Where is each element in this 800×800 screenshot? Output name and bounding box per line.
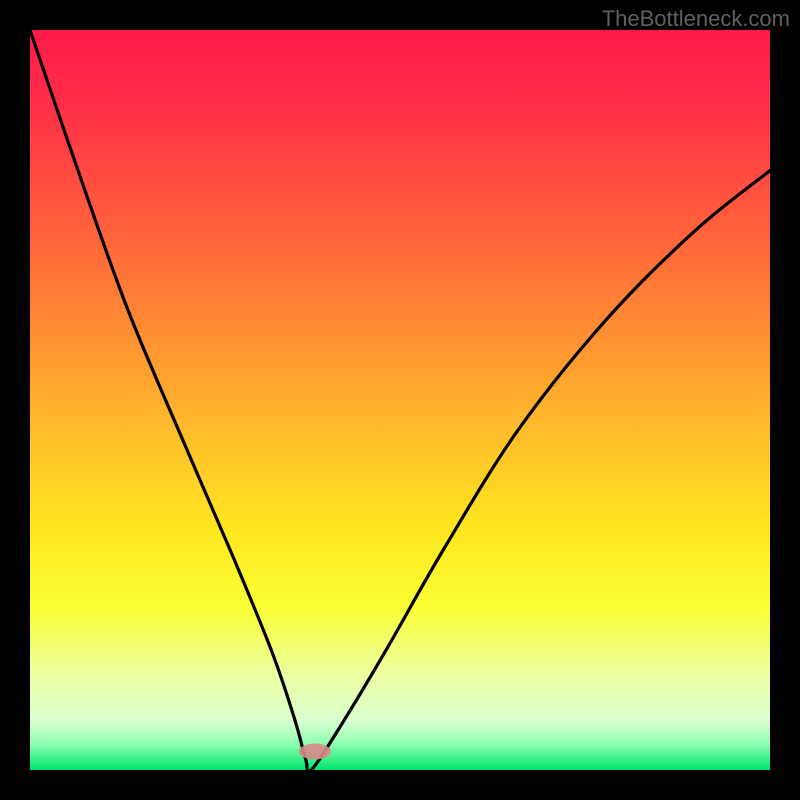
bottleneck-marker bbox=[299, 744, 331, 760]
bottleneck-curve-chart bbox=[0, 0, 800, 800]
chart-container: TheBottleneck.com bbox=[0, 0, 800, 800]
watermark-text: TheBottleneck.com bbox=[602, 6, 790, 32]
